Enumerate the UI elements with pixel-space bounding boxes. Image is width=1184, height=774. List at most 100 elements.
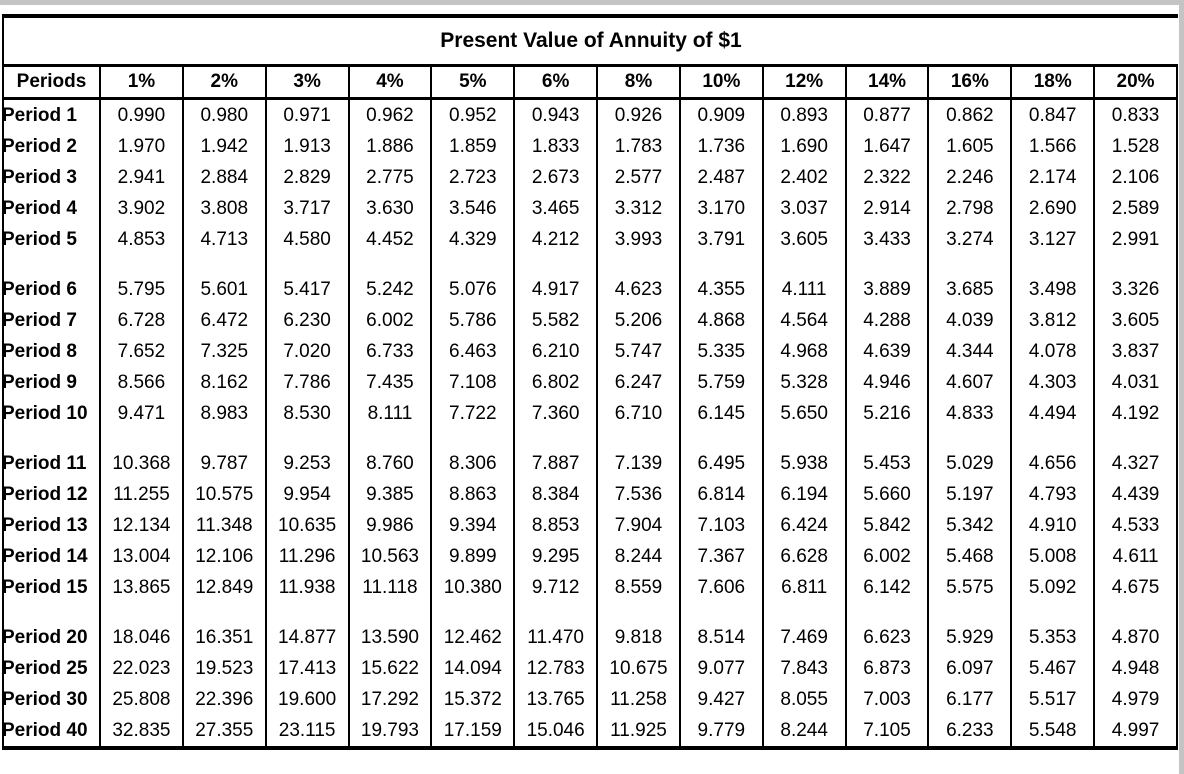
table-frame: Present Value of Annuity of $1 Periods 1%… (2, 14, 1178, 750)
page-edge-right (1179, 0, 1184, 774)
rate-column-header: 1% (99, 64, 184, 100)
table-row: Period 13 12.134 11.348 10.635 9.986 9.394 8.8… (2, 510, 1178, 541)
title-band: Present Value of Annuity of $1 (2, 14, 1178, 64)
table-cell: 0.952 (430, 98, 516, 131)
group-gap-cell (596, 429, 681, 448)
table-cell: 9.818 (596, 622, 681, 653)
rate-column-header: 5% (430, 64, 516, 100)
table-cell: 3.717 (264, 193, 350, 224)
table-cell: 2.174 (1010, 162, 1096, 193)
table-cell: 7.722 (430, 398, 516, 429)
table-row: Period 9 8.566 8.162 7.786 7.435 7.108 6.802 6.… (2, 367, 1178, 398)
table-cell: 11.296 (264, 541, 350, 572)
table-cell: 4.494 (1010, 398, 1096, 429)
table-cell: 2.589 (1093, 193, 1178, 224)
table-cell: 9.787 (181, 448, 267, 479)
group-gap-cell (927, 603, 1013, 622)
row-label: Period 10 (2, 398, 101, 429)
group-gap-cell (1010, 429, 1096, 448)
table-cell: 6.710 (596, 398, 681, 429)
table-row: Period 40 32.835 27.355 23.115 19.793 17.159 1… (2, 715, 1178, 748)
table-cell: 11.258 (596, 684, 681, 715)
table-cell: 5.197 (927, 479, 1013, 510)
group-gap-cell (430, 255, 516, 274)
table-cell: 4.580 (264, 224, 350, 255)
table-cell: 11.470 (513, 622, 599, 653)
table-cell: 5.575 (927, 572, 1013, 603)
table-cell: 2.884 (181, 162, 267, 193)
table-cell: 17.159 (430, 715, 516, 748)
rate-column-header: 18% (1010, 64, 1096, 100)
group-gap-row (2, 429, 1178, 448)
table-cell: 4.327 (1093, 448, 1178, 479)
group-gap-cell (678, 429, 764, 448)
table-cell: 2.723 (430, 162, 516, 193)
table-cell: 4.564 (761, 305, 847, 336)
table-cell: 6.233 (927, 715, 1013, 748)
table-cell: 4.968 (761, 336, 847, 367)
row-label: Period 2 (2, 131, 101, 162)
row-label: Period 14 (2, 541, 101, 572)
group-gap-row (2, 603, 1178, 622)
table-cell: 3.170 (678, 193, 764, 224)
table-cell: 0.833 (1093, 98, 1178, 131)
table-cell: 1.528 (1093, 131, 1178, 162)
table-cell: 2.322 (844, 162, 930, 193)
table-cell: 10.635 (264, 510, 350, 541)
table-cell: 5.092 (1010, 572, 1096, 603)
table-cell: 6.873 (844, 653, 930, 684)
table-cell: 7.606 (678, 572, 764, 603)
table-cell: 4.607 (927, 367, 1013, 398)
table-cell: 1.859 (430, 131, 516, 162)
table-cell: 4.979 (1093, 684, 1178, 715)
table-cell: 4.192 (1093, 398, 1178, 429)
group-gap-cell (844, 603, 930, 622)
group-gap-cell (2, 255, 101, 274)
table-cell: 9.295 (513, 541, 599, 572)
table-cell: 9.253 (264, 448, 350, 479)
row-label: Period 15 (2, 572, 101, 603)
table-cell: 8.559 (596, 572, 681, 603)
table-cell: 4.439 (1093, 479, 1178, 510)
table-cell: 0.909 (678, 98, 764, 131)
table-cell: 7.003 (844, 684, 930, 715)
row-label: Period 12 (2, 479, 101, 510)
table-cell: 8.983 (181, 398, 267, 429)
rate-column-header: 10% (678, 64, 764, 100)
table-cell: 15.046 (513, 715, 599, 748)
rate-column-header: 14% (844, 64, 930, 100)
table-cell: 7.325 (181, 336, 267, 367)
table-cell: 2.577 (596, 162, 681, 193)
table-cell: 4.793 (1010, 479, 1096, 510)
table-cell: 2.106 (1093, 162, 1178, 193)
table-row: Period 1 0.990 0.980 0.971 0.962 0.952 0.943 0.… (2, 98, 1178, 131)
table-cell: 0.962 (347, 98, 433, 131)
table-cell: 7.139 (596, 448, 681, 479)
table-cell: 12.134 (99, 510, 184, 541)
table-cell: 11.348 (181, 510, 267, 541)
row-label: Period 7 (2, 305, 101, 336)
table-cell: 1.913 (264, 131, 350, 162)
row-label: Period 3 (2, 162, 101, 193)
table-cell: 1.566 (1010, 131, 1096, 162)
table-cell: 9.954 (264, 479, 350, 510)
group-gap-cell (99, 603, 184, 622)
table-cell: 3.605 (761, 224, 847, 255)
table-cell: 6.472 (181, 305, 267, 336)
table-cell: 1.970 (99, 131, 184, 162)
table-cell: 5.076 (430, 274, 516, 305)
table-cell: 3.127 (1010, 224, 1096, 255)
table-cell: 3.630 (347, 193, 433, 224)
table-cell: 5.929 (927, 622, 1013, 653)
table-cell: 5.582 (513, 305, 599, 336)
rate-column-header: 6% (513, 64, 599, 100)
table-cell: 6.177 (927, 684, 1013, 715)
table-cell: 6.002 (347, 305, 433, 336)
table-cell: 9.712 (513, 572, 599, 603)
table-cell: 4.833 (927, 398, 1013, 429)
row-label: Period 4 (2, 193, 101, 224)
table-cell: 5.759 (678, 367, 764, 398)
table-cell: 0.943 (513, 98, 599, 131)
table-cell: 4.031 (1093, 367, 1178, 398)
table-cell: 19.523 (181, 653, 267, 684)
